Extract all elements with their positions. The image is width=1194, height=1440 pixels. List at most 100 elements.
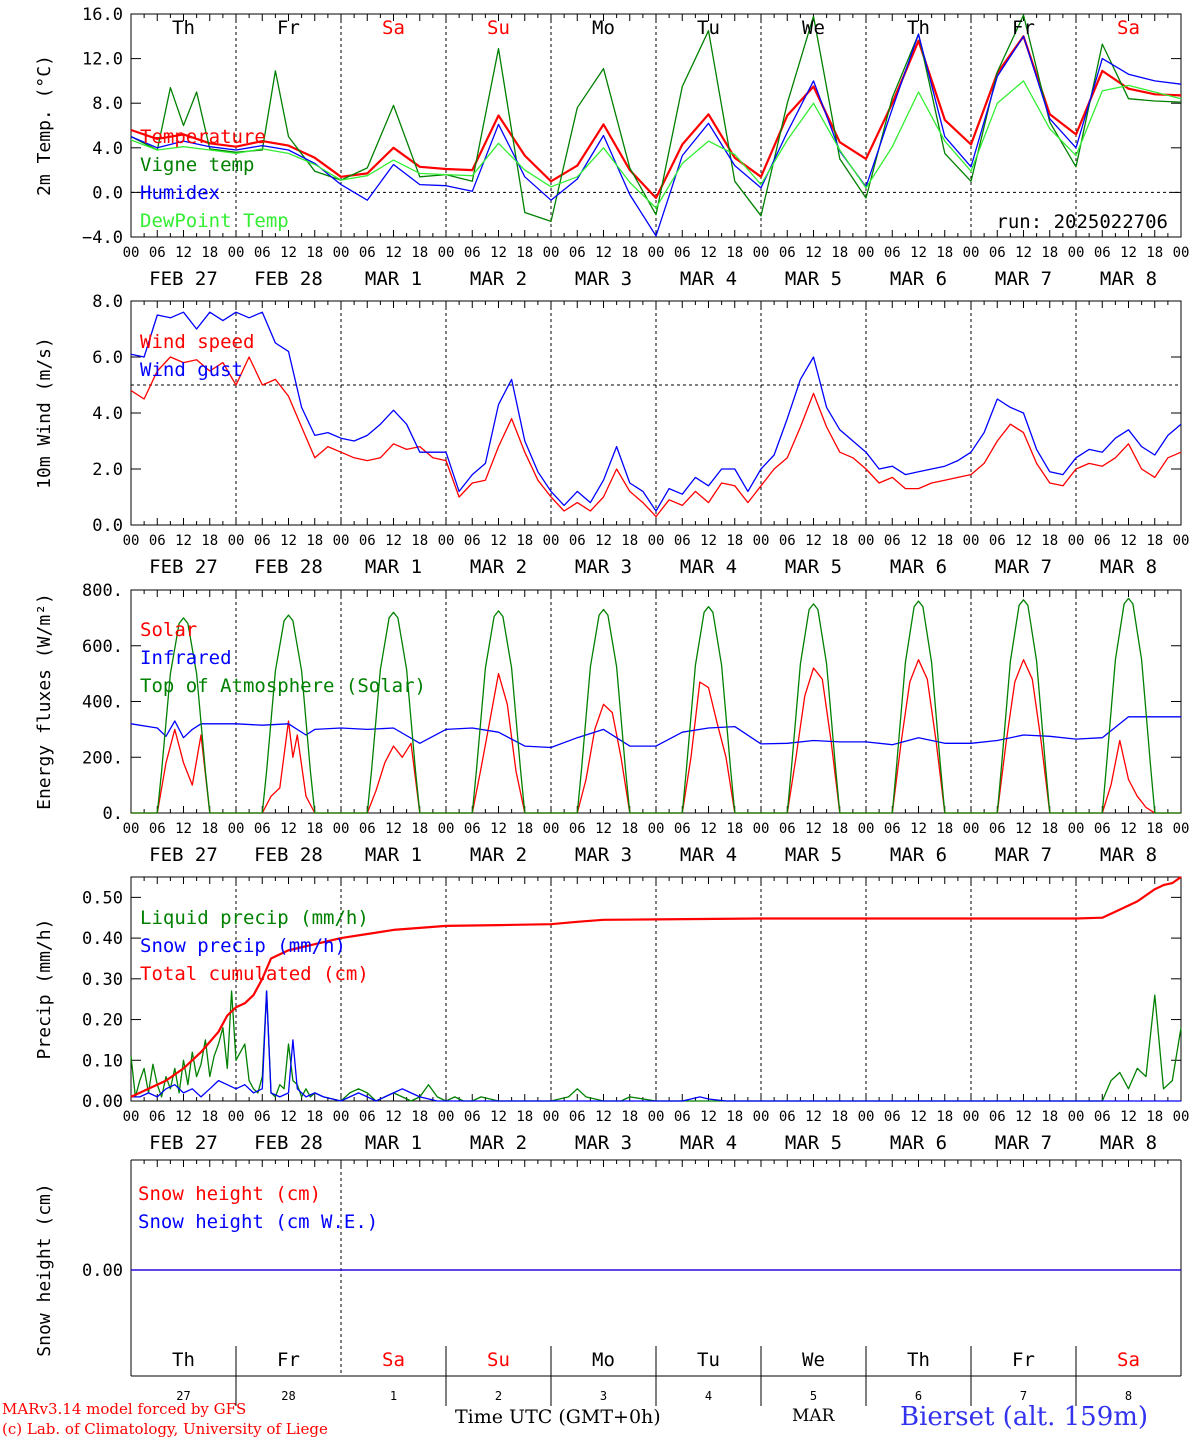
date-label: MAR 8 — [1100, 556, 1157, 578]
hour-tick-label: 18 — [831, 1109, 848, 1125]
series-line — [130, 311, 1182, 512]
hour-tick-label: 18 — [201, 821, 218, 837]
weekday-label: Th — [172, 17, 195, 39]
hour-tick-label: 12 — [805, 533, 822, 549]
hour-tick-label: 12 — [595, 821, 612, 837]
hour-tick-label: 06 — [149, 1109, 166, 1125]
date-label: FEB 28 — [254, 844, 323, 866]
y-tick-label: 600. — [82, 637, 123, 657]
hour-tick-label: 12 — [1120, 821, 1137, 837]
hour-tick-label: 18 — [1146, 533, 1163, 549]
y-tick-label: 0.20 — [82, 1011, 123, 1031]
bottom-day-number: 6 — [915, 1389, 922, 1403]
legend-entry: Infrared — [140, 647, 232, 669]
hour-tick-label: 00 — [1173, 245, 1190, 261]
hour-tick-label: 00 — [543, 1109, 560, 1125]
bottom-day-number: 2 — [495, 1389, 502, 1403]
hour-tick-label: 06 — [569, 821, 586, 837]
hour-tick-label: 18 — [1146, 1109, 1163, 1125]
hour-tick-label: 12 — [595, 533, 612, 549]
legend-entry: Wind gust — [140, 359, 243, 381]
date-label: FEB 27 — [149, 268, 218, 290]
hour-tick-label: 00 — [963, 821, 980, 837]
bottom-weekday-label: Th — [907, 1349, 930, 1371]
legend-entry: Vigne temp — [140, 154, 254, 176]
weekday-label: Sa — [1117, 17, 1140, 39]
hour-tick-label: 06 — [989, 245, 1006, 261]
hour-tick-label: 06 — [464, 1109, 481, 1125]
hour-tick-label: 00 — [543, 533, 560, 549]
y-axis-label: 10m Wind (m/s) — [34, 337, 55, 489]
hour-tick-label: 06 — [779, 245, 796, 261]
series-line — [130, 876, 1182, 1098]
hour-tick-label: 18 — [831, 533, 848, 549]
date-label: FEB 27 — [149, 844, 218, 866]
y-tick-label: −4.0 — [82, 228, 123, 248]
y-tick-label: 0.30 — [82, 970, 123, 990]
hour-tick-label: 18 — [1041, 533, 1058, 549]
hour-tick-label: 18 — [1041, 1109, 1058, 1125]
series-line — [131, 990, 1181, 1102]
legend-entry: DewPoint Temp — [140, 210, 289, 232]
hour-tick-label: 06 — [1094, 821, 1111, 837]
hour-tick-label: 06 — [464, 821, 481, 837]
date-label: FEB 27 — [149, 1132, 218, 1154]
y-tick-label: 12.0 — [82, 50, 123, 70]
y-tick-label: 0.40 — [82, 929, 123, 949]
hour-tick-label: 06 — [779, 533, 796, 549]
y-tick-label: 0.0 — [92, 516, 123, 536]
hour-tick-label: 00 — [648, 1109, 665, 1125]
hour-tick-label: 18 — [1146, 245, 1163, 261]
hour-tick-label: 18 — [1041, 245, 1058, 261]
hour-tick-label: 06 — [1094, 533, 1111, 549]
date-label: MAR 2 — [470, 1132, 527, 1154]
date-label: MAR 1 — [365, 1132, 422, 1154]
hour-tick-label: 18 — [621, 1109, 638, 1125]
weekday-label: Su — [487, 17, 510, 39]
y-tick-label: 4.0 — [92, 404, 123, 424]
hour-tick-label: 00 — [228, 245, 245, 261]
date-label: MAR 2 — [470, 556, 527, 578]
hour-tick-label: 00 — [438, 1109, 455, 1125]
y-tick-label: 8.0 — [92, 94, 123, 114]
hour-tick-label: 12 — [700, 821, 717, 837]
y-tick-label: 400. — [82, 693, 123, 713]
date-label: MAR 4 — [680, 268, 737, 290]
date-label: MAR 1 — [365, 844, 422, 866]
hour-tick-label: 06 — [674, 533, 691, 549]
bottom-day-number: 5 — [810, 1389, 817, 1403]
hour-tick-label: 12 — [385, 245, 402, 261]
hour-tick-label: 00 — [963, 533, 980, 549]
hour-tick-label: 18 — [516, 245, 533, 261]
legend-entry: Total cumulated (cm) — [140, 963, 369, 985]
hour-tick-label: 00 — [123, 821, 140, 837]
hour-tick-label: 18 — [621, 821, 638, 837]
hour-tick-label: 00 — [123, 1109, 140, 1125]
hour-tick-label: 00 — [543, 821, 560, 837]
date-label: MAR 6 — [890, 268, 947, 290]
hour-tick-label: 18 — [411, 1109, 428, 1125]
hour-tick-label: 00 — [1173, 821, 1190, 837]
bottom-day-number: 7 — [1020, 1389, 1027, 1403]
date-label: MAR 6 — [890, 844, 947, 866]
weekday-label: Sa — [382, 17, 405, 39]
date-label: MAR 5 — [785, 268, 842, 290]
hour-tick-label: 12 — [700, 533, 717, 549]
date-label: FEB 28 — [254, 1132, 323, 1154]
y-tick-label: 0.00 — [82, 1092, 123, 1112]
hour-tick-label: 12 — [805, 1109, 822, 1125]
y-tick-label: 16.0 — [82, 5, 123, 25]
date-label: MAR 3 — [575, 844, 632, 866]
hour-tick-label: 06 — [989, 821, 1006, 837]
hour-tick-label: 06 — [254, 821, 271, 837]
time-axis-label: Time UTC (GMT+0h) — [455, 1406, 661, 1428]
hour-tick-label: 06 — [884, 821, 901, 837]
hour-tick-label: 18 — [411, 821, 428, 837]
hour-tick-label: 00 — [228, 821, 245, 837]
hour-tick-label: 06 — [149, 533, 166, 549]
hour-tick-label: 00 — [963, 245, 980, 261]
hour-tick-label: 12 — [490, 533, 507, 549]
hour-tick-label: 00 — [438, 533, 455, 549]
hour-tick-label: 00 — [648, 821, 665, 837]
